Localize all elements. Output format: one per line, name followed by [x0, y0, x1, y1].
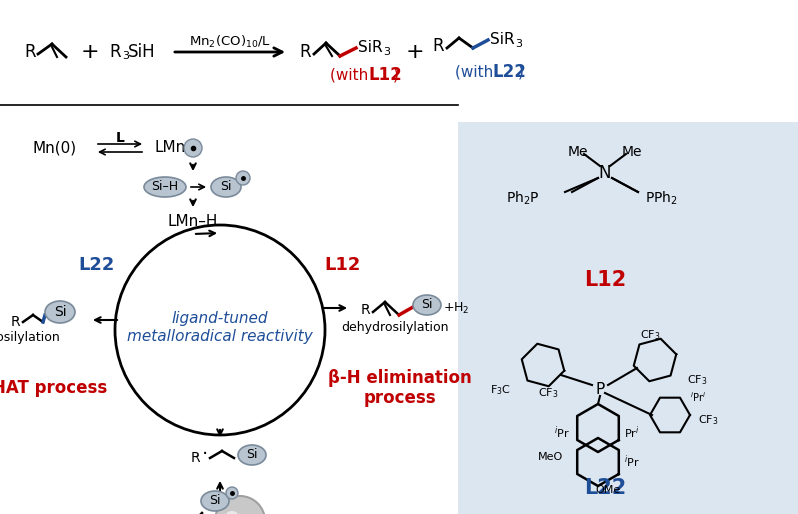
Text: Pr$^i$: Pr$^i$ [624, 425, 639, 442]
Text: Si: Si [209, 494, 221, 507]
Text: L22: L22 [584, 478, 626, 498]
Text: Me: Me [567, 145, 588, 159]
Text: F$_3$C: F$_3$C [490, 383, 511, 397]
Text: L: L [116, 131, 124, 145]
Text: SiH: SiH [128, 43, 156, 61]
Text: P: P [595, 382, 605, 397]
Text: Ph$_2$P: Ph$_2$P [506, 189, 540, 207]
Text: ): ) [393, 67, 399, 83]
Text: metalloradical reactivity: metalloradical reactivity [127, 328, 313, 343]
Text: (with: (with [330, 67, 373, 83]
Ellipse shape [226, 511, 238, 514]
Text: SiR: SiR [490, 32, 515, 47]
Ellipse shape [211, 177, 241, 197]
Text: N: N [598, 164, 611, 182]
Text: PPh$_2$: PPh$_2$ [645, 189, 678, 207]
Text: Si: Si [220, 180, 231, 193]
Ellipse shape [413, 295, 441, 315]
Text: Si: Si [421, 299, 433, 311]
Text: +H$_2$: +H$_2$ [443, 301, 469, 316]
Text: $^i$Pr: $^i$Pr [624, 454, 640, 470]
Text: R: R [433, 37, 444, 55]
Text: R: R [109, 43, 120, 61]
Ellipse shape [238, 445, 266, 465]
Text: ·: · [202, 446, 208, 465]
Text: Si: Si [247, 449, 258, 462]
Ellipse shape [201, 491, 229, 511]
Text: dehydrosilylation: dehydrosilylation [342, 321, 448, 335]
Text: R: R [10, 315, 20, 329]
Text: CF$_3$: CF$_3$ [538, 386, 559, 400]
Text: +: + [405, 42, 425, 62]
Text: L12: L12 [325, 256, 361, 274]
Text: HAT process: HAT process [0, 379, 108, 397]
Text: β-H elimination
process: β-H elimination process [328, 369, 472, 408]
Text: R: R [299, 43, 310, 61]
Text: L12: L12 [584, 270, 626, 290]
Text: $^i$Pr$^i$: $^i$Pr$^i$ [690, 390, 706, 404]
Text: CF$_3$: CF$_3$ [640, 328, 660, 342]
Ellipse shape [184, 139, 202, 157]
Text: L22: L22 [79, 256, 115, 274]
Text: Si–H: Si–H [152, 180, 179, 193]
Ellipse shape [45, 301, 75, 323]
Text: MeO: MeO [538, 452, 563, 462]
Text: $^i$Pr: $^i$Pr [554, 425, 570, 442]
Text: Me: Me [622, 145, 642, 159]
Text: Mn(0): Mn(0) [33, 140, 77, 156]
Text: OMe: OMe [595, 485, 621, 495]
Text: +: + [81, 42, 99, 62]
Text: LMn: LMn [155, 140, 186, 156]
Text: R: R [360, 303, 369, 317]
Text: LMn–H: LMn–H [168, 214, 218, 229]
Text: CF$_3$: CF$_3$ [687, 373, 708, 387]
Text: 3: 3 [383, 47, 390, 57]
Text: ligand-tuned: ligand-tuned [172, 310, 268, 325]
Text: Si: Si [53, 305, 66, 319]
Text: SiR: SiR [358, 41, 382, 56]
Ellipse shape [226, 487, 238, 499]
Text: 3: 3 [122, 51, 129, 61]
Text: L22: L22 [493, 63, 527, 81]
Text: Mn$_2$(CO)$_{10}$/L: Mn$_2$(CO)$_{10}$/L [189, 34, 271, 50]
Text: (with: (with [455, 64, 498, 80]
Text: ): ) [518, 64, 523, 80]
Bar [458, 122, 798, 514]
Text: R: R [24, 43, 36, 61]
Ellipse shape [144, 177, 186, 197]
Circle shape [215, 496, 265, 514]
Text: L12: L12 [368, 66, 401, 84]
Text: hydrosilylation: hydrosilylation [0, 332, 61, 344]
Ellipse shape [236, 171, 250, 185]
Text: R: R [190, 451, 200, 465]
Text: CF$_3$: CF$_3$ [698, 413, 718, 427]
Text: 3: 3 [515, 39, 522, 49]
